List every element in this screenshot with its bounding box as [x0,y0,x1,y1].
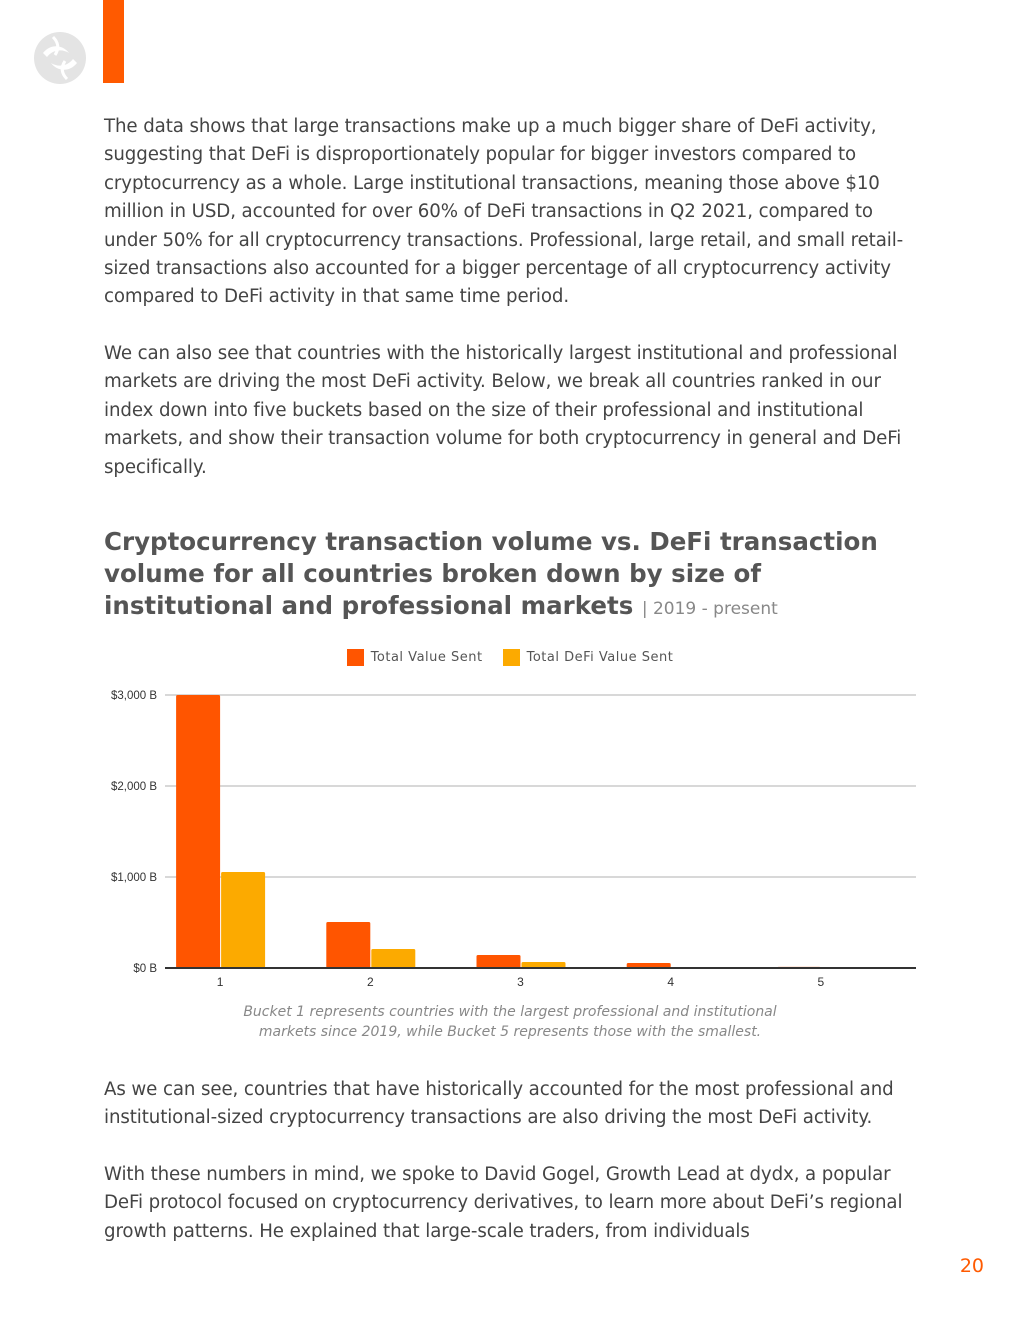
bar-defi-value-1 [221,871,266,968]
legend-swatch [502,649,520,666]
legend-item-defi-value: Total DeFi Value Sent [502,649,674,666]
bar-total-value-1 [176,695,221,968]
chart-caption: Bucket 1 represents countries with the l… [243,1004,777,1040]
bar-chart: $0 B $1,000 B $2,000 B $3,000 B 1 2 3 4 5 [111,690,916,989]
body-paragraph: We can also see that countries with the … [104,343,902,478]
x-tick-label: 5 [818,975,825,989]
body-paragraph: As we can see, countries that have histo… [104,1079,894,1129]
body-paragraph: The data shows that large transactions m… [104,116,904,308]
y-tick-label: $1,000 B [111,872,157,884]
header-accent-bar [103,0,124,83]
logo-icon [34,32,86,84]
y-tick-label: $2,000 B [111,781,157,793]
bar-defi-value-2 [371,948,416,968]
bar-defi-value-3 [521,961,566,968]
chart-subtitle: | 2019 - present [641,599,778,619]
x-tick-label: 4 [667,975,674,989]
bar-total-value-4 [626,962,671,968]
x-tick-label: 2 [367,975,374,989]
legend-item-total-value: Total Value Sent [346,649,483,666]
x-tick-label: 1 [217,975,224,989]
chart-legend: Total Value Sent Total DeFi Value Sent [0,649,1020,666]
bar-total-value-2 [326,922,371,968]
body-paragraph: With these numbers in mind, we spoke to … [104,1164,903,1242]
x-tick-label: 3 [517,975,524,989]
y-tick-label: $0 B [133,963,157,975]
page-number: 20 [959,1255,984,1277]
bar-total-value-3 [476,954,521,968]
y-tick-label: $3,000 B [111,690,157,702]
chart-title: Cryptocurrency transaction volume vs. De… [104,527,878,620]
legend-swatch [346,649,364,666]
